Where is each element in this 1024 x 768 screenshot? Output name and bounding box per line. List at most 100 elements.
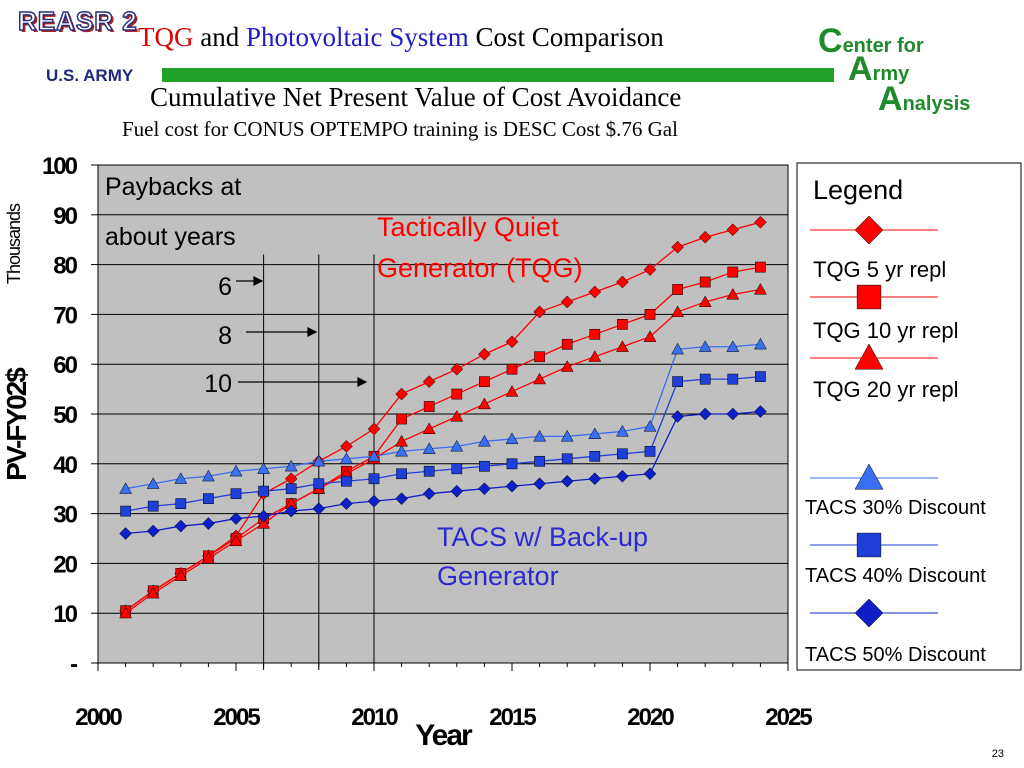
data-point bbox=[589, 328, 601, 340]
data-point bbox=[229, 534, 243, 547]
data-point bbox=[202, 517, 215, 530]
y-tick-label: 90 bbox=[53, 203, 77, 230]
data-point bbox=[257, 462, 271, 474]
data-point bbox=[120, 505, 131, 517]
data-point bbox=[726, 287, 740, 300]
title-pv: Photovoltaic System bbox=[245, 22, 469, 52]
data-point bbox=[616, 469, 629, 483]
data-point bbox=[753, 282, 767, 295]
legend-item-4: TACS 40% Discount bbox=[805, 532, 986, 587]
data-point bbox=[644, 446, 656, 457]
data-point bbox=[146, 586, 160, 599]
legend-label: TACS 30% Discount bbox=[805, 497, 986, 519]
legend-marker bbox=[856, 532, 882, 558]
data-point bbox=[533, 372, 547, 385]
data-point bbox=[368, 473, 380, 485]
data-point bbox=[506, 458, 518, 470]
data-point bbox=[533, 429, 547, 442]
legend-title: Legend bbox=[813, 175, 903, 205]
title-rest: Cost Comparison bbox=[468, 22, 664, 52]
y-tick-label: 100 bbox=[42, 153, 78, 180]
x-tick-label: 2000 bbox=[75, 704, 122, 731]
y-tick-label: 10 bbox=[53, 601, 77, 628]
data-point bbox=[588, 472, 602, 486]
data-point bbox=[479, 460, 490, 472]
data-point bbox=[450, 409, 464, 422]
legend-label: TACS 50% Discount bbox=[805, 644, 986, 666]
y-tick-label: 40 bbox=[53, 452, 77, 479]
payback-6-label: 6 bbox=[218, 273, 232, 301]
data-point bbox=[423, 401, 435, 412]
data-point bbox=[615, 340, 629, 352]
data-point bbox=[643, 467, 657, 481]
data-point bbox=[753, 337, 767, 350]
data-point bbox=[560, 429, 574, 442]
data-point bbox=[588, 350, 602, 362]
data-point bbox=[561, 453, 573, 465]
x-tick-label: 2015 bbox=[489, 704, 536, 731]
data-point bbox=[229, 464, 243, 477]
caa-logo-line3: Analysis bbox=[878, 80, 970, 119]
title-tqg: TQG bbox=[138, 22, 194, 52]
y-axis-label: PV-FY02$ bbox=[1, 367, 32, 481]
tqg-annotation-line1: Tactically Quiet bbox=[377, 212, 559, 242]
data-point bbox=[422, 487, 436, 501]
data-point bbox=[395, 387, 408, 401]
data-point bbox=[312, 454, 326, 467]
legend-label: TQG 20 yr repl bbox=[813, 377, 958, 402]
data-point bbox=[119, 606, 133, 619]
data-point bbox=[643, 419, 657, 432]
chart-note: Fuel cost for CONUS OPTEMPO training is … bbox=[122, 117, 678, 141]
data-point bbox=[422, 442, 436, 454]
header-divider-bar bbox=[162, 68, 834, 82]
data-point bbox=[643, 263, 657, 276]
data-point bbox=[201, 469, 215, 482]
data-point bbox=[616, 275, 629, 289]
y-tick-label: 80 bbox=[53, 253, 77, 280]
data-point bbox=[727, 266, 739, 278]
data-point bbox=[505, 432, 519, 444]
axes: - 10 20 30 40 50 60 70 80 90 100 2000 2005 2010 2015 20… bbox=[42, 153, 814, 731]
data-point bbox=[479, 376, 490, 387]
us-army-label: U.S. ARMY bbox=[46, 66, 134, 85]
y-tick-label: 30 bbox=[53, 502, 77, 529]
data-point bbox=[671, 305, 685, 317]
legend-items: TQG 5 yr repl TQG 10 yr repl TQG 20 yr rep… bbox=[805, 215, 986, 666]
data-point bbox=[754, 405, 767, 418]
data-point bbox=[727, 373, 739, 385]
data-point bbox=[617, 448, 628, 460]
arrow-10-head bbox=[357, 377, 368, 387]
data-point bbox=[146, 524, 160, 538]
y-tick-label: 60 bbox=[53, 352, 77, 379]
data-point bbox=[726, 223, 740, 237]
data-point bbox=[698, 230, 712, 244]
data-point bbox=[726, 340, 740, 352]
title-and: and bbox=[193, 22, 246, 52]
data-point bbox=[450, 362, 464, 376]
legend-item-1: TQG 10 yr repl bbox=[810, 284, 958, 343]
legend-label: TQG 10 yr repl bbox=[813, 318, 958, 343]
data-point bbox=[367, 449, 381, 462]
data-point bbox=[533, 477, 546, 491]
payback-8-label: 8 bbox=[218, 322, 232, 350]
tqg-annotation-line2: Generator (TQG) bbox=[377, 253, 583, 283]
data-point bbox=[395, 492, 408, 506]
data-point bbox=[755, 261, 766, 273]
series-5 bbox=[119, 405, 767, 540]
data-point bbox=[560, 360, 574, 372]
data-point bbox=[367, 494, 381, 508]
data-point bbox=[672, 376, 683, 387]
data-point bbox=[534, 351, 545, 363]
data-point bbox=[560, 474, 574, 488]
data-point bbox=[698, 407, 712, 421]
data-point bbox=[258, 485, 269, 497]
legend-label: TQG 5 yr repl bbox=[813, 257, 946, 282]
data-point bbox=[755, 371, 766, 382]
data-point bbox=[534, 455, 545, 467]
caa-text-1: enter for bbox=[842, 35, 924, 57]
series-2 bbox=[119, 282, 767, 619]
caa-initial-a1: A bbox=[848, 50, 873, 88]
x-tick-label: 2005 bbox=[213, 704, 260, 731]
caa-logo-line1: Center for bbox=[818, 22, 924, 61]
